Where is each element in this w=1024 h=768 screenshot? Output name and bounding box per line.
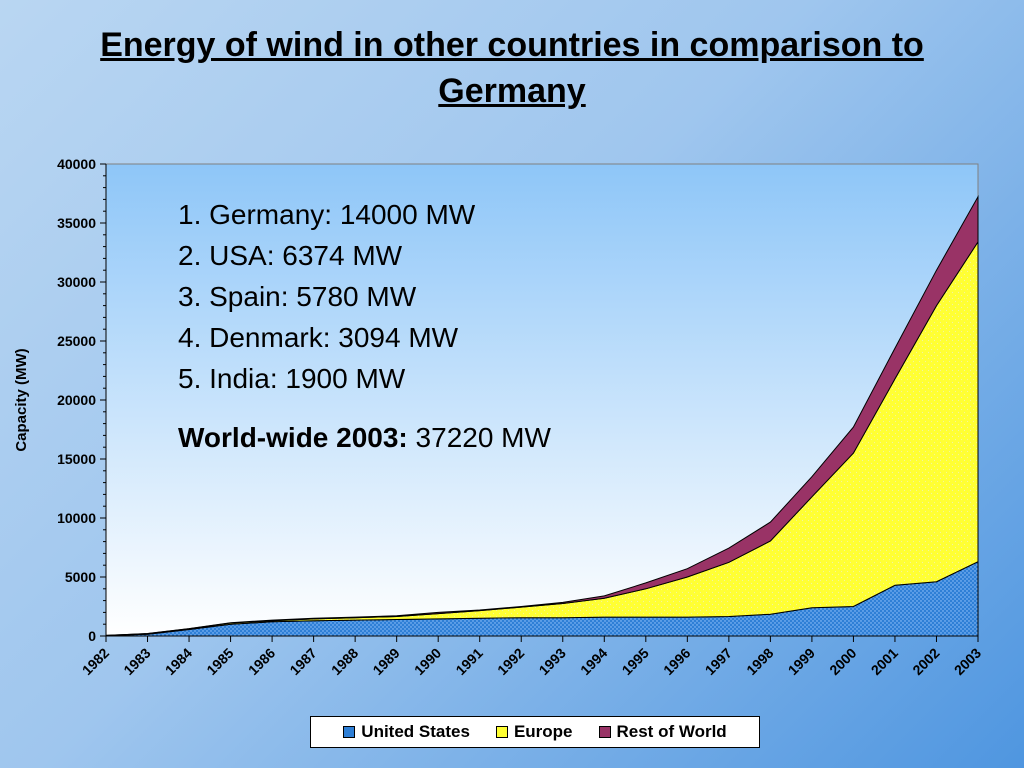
y-tick-label: 25000 (57, 333, 96, 349)
x-tick-label: 1982 (79, 645, 112, 678)
y-tick-label: 40000 (57, 156, 96, 172)
x-tick-label: 1998 (743, 645, 776, 678)
rank-germany: 1. Germany: 14000 MW (178, 199, 476, 230)
y-tick-label: 35000 (57, 215, 96, 231)
x-tick-label: 1999 (785, 645, 818, 678)
y-tick-label: 30000 (57, 274, 96, 290)
x-tick-label: 1987 (286, 645, 319, 678)
rank-india: 5. India: 1900 MW (178, 363, 406, 394)
legend-item-united-states: United States (343, 722, 470, 742)
slide-title: Energy of wind in other countries in com… (0, 22, 1024, 114)
legend-swatch-united-states (343, 726, 356, 738)
series-area-rest-of-world (105, 194, 979, 636)
x-tick-label: 2002 (909, 645, 942, 678)
rank-denmark: 4. Denmark: 3094 MW (178, 322, 459, 353)
y-tick-label: 10000 (57, 510, 96, 526)
x-tick-label: 2000 (826, 645, 859, 678)
x-tick-label: 1985 (203, 645, 236, 678)
x-tick-label: 1995 (619, 645, 652, 678)
legend-item-rest-of-world: Rest of World (598, 722, 727, 742)
x-tick-label: 1989 (369, 645, 402, 678)
x-tick-label: 1991 (452, 645, 485, 678)
legend-label-rest-of-world: Rest of World (616, 722, 727, 741)
y-axis-label: Capacity (MW) (13, 348, 30, 451)
rank-spain: 3. Spain: 5780 MW (178, 281, 417, 312)
slide-title-line1: Energy of wind in other countries in com… (100, 26, 924, 64)
x-tick-label: 1983 (120, 645, 153, 678)
legend-swatch-rest-of-world (598, 726, 611, 738)
x-tick-label: 1992 (494, 645, 527, 678)
legend-item-europe: Europe (495, 722, 573, 742)
x-tick-label: 1993 (536, 645, 569, 678)
y-tick-label: 15000 (57, 451, 96, 467)
y-tick-label: 0 (88, 628, 96, 644)
top-countries-info: 1. Germany: 14000 MW 2. USA: 6374 MW 3. … (178, 194, 658, 458)
x-tick-label: 1997 (702, 645, 735, 678)
x-tick-label: 1994 (577, 645, 610, 678)
x-tick-label: 1990 (411, 645, 444, 678)
x-tick-label: 1984 (162, 645, 195, 678)
x-tick-label: 1996 (660, 645, 693, 678)
rank-usa: 2. USA: 6374 MW (178, 240, 403, 271)
chart-legend: United States Europe Rest of World (310, 716, 760, 748)
world-total-value: 37220 MW (407, 422, 551, 453)
legend-label-united-states: United States (361, 722, 470, 741)
y-tick-label: 20000 (57, 392, 96, 408)
x-tick-label: 2003 (951, 645, 984, 678)
x-tick-label: 1986 (245, 645, 278, 678)
legend-swatch-europe (495, 726, 508, 738)
world-total-label: World-wide 2003: (178, 422, 408, 453)
slide-title-line2: Germany (438, 72, 586, 110)
x-tick-label: 2001 (868, 645, 901, 678)
world-total: World-wide 2003: 37220 MW (178, 417, 658, 458)
x-tick-label: 1988 (328, 645, 361, 678)
y-tick-label: 5000 (65, 569, 96, 585)
legend-label-europe: Europe (513, 722, 573, 741)
